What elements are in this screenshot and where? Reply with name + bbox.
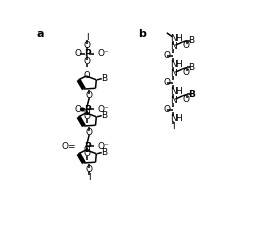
Text: O: O: [183, 68, 190, 77]
Text: N: N: [170, 60, 176, 69]
Text: N: N: [170, 114, 176, 123]
Text: a: a: [37, 29, 44, 39]
Text: O=: O=: [62, 142, 76, 151]
Text: I: I: [88, 173, 91, 182]
Text: O: O: [86, 165, 93, 174]
Text: N: N: [170, 87, 176, 96]
Text: O: O: [84, 71, 90, 80]
Text: O: O: [163, 105, 170, 114]
Text: B: B: [188, 90, 195, 99]
Text: B: B: [101, 111, 107, 120]
Text: O: O: [163, 51, 170, 61]
Text: N: N: [170, 34, 176, 43]
Text: O: O: [183, 94, 190, 104]
Text: N: N: [170, 96, 176, 105]
Text: P: P: [84, 49, 90, 58]
Text: O: O: [163, 78, 170, 87]
Text: O⁻: O⁻: [98, 142, 110, 151]
Text: O: O: [84, 41, 90, 50]
Text: O: O: [183, 41, 190, 50]
Text: N: N: [170, 42, 176, 51]
Text: B: B: [189, 36, 195, 45]
Text: O: O: [86, 128, 93, 137]
Text: O: O: [86, 91, 93, 100]
Text: O: O: [84, 149, 90, 158]
Text: O: O: [84, 112, 90, 121]
Text: O: O: [84, 108, 90, 117]
Text: I: I: [172, 122, 174, 131]
Text: b: b: [138, 29, 146, 39]
Text: B: B: [101, 74, 107, 83]
Text: O: O: [74, 49, 81, 58]
Text: O: O: [84, 57, 90, 66]
Text: O⁻: O⁻: [98, 49, 110, 58]
Text: H: H: [175, 34, 182, 43]
Text: P: P: [84, 105, 90, 114]
Text: H: H: [175, 60, 182, 69]
Text: B: B: [101, 148, 107, 157]
Text: P: P: [84, 142, 90, 151]
Text: H: H: [175, 87, 182, 96]
Text: H: H: [175, 114, 182, 123]
Text: N: N: [170, 69, 176, 78]
Text: B: B: [189, 63, 195, 72]
Text: O: O: [74, 105, 81, 114]
Text: I: I: [86, 33, 88, 42]
Text: O: O: [84, 145, 90, 154]
Text: O⁻: O⁻: [98, 105, 110, 114]
